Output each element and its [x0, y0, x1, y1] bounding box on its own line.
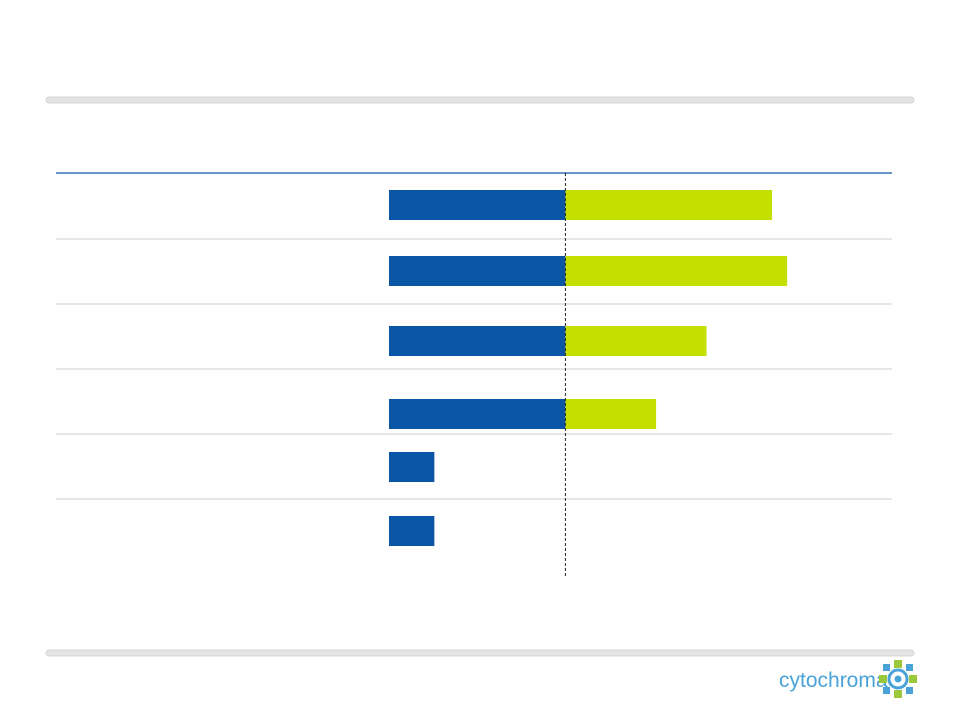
logo: cytochroma [779, 660, 917, 698]
bar [565, 256, 788, 286]
logo-square [894, 690, 902, 698]
logo-square [894, 660, 902, 668]
header-rule [45, 96, 915, 104]
bar [565, 399, 657, 429]
bar [389, 190, 566, 220]
footer-rule [45, 649, 915, 657]
bar [389, 452, 435, 482]
logo-square [906, 687, 913, 694]
bar [389, 256, 566, 286]
bar [389, 326, 566, 356]
bar [565, 326, 707, 356]
logo-square [883, 664, 890, 671]
logo-text: cytochroma [779, 669, 888, 692]
logo-dot [894, 675, 902, 683]
logo-square [906, 664, 913, 671]
logo-icon [879, 660, 917, 698]
bar [565, 190, 773, 220]
row-rules [56, 238, 892, 500]
logo-square [909, 675, 917, 683]
bars [389, 173, 788, 578]
logo-square [883, 687, 890, 694]
logo-square [879, 675, 887, 683]
bar [389, 516, 435, 546]
bar [389, 399, 566, 429]
